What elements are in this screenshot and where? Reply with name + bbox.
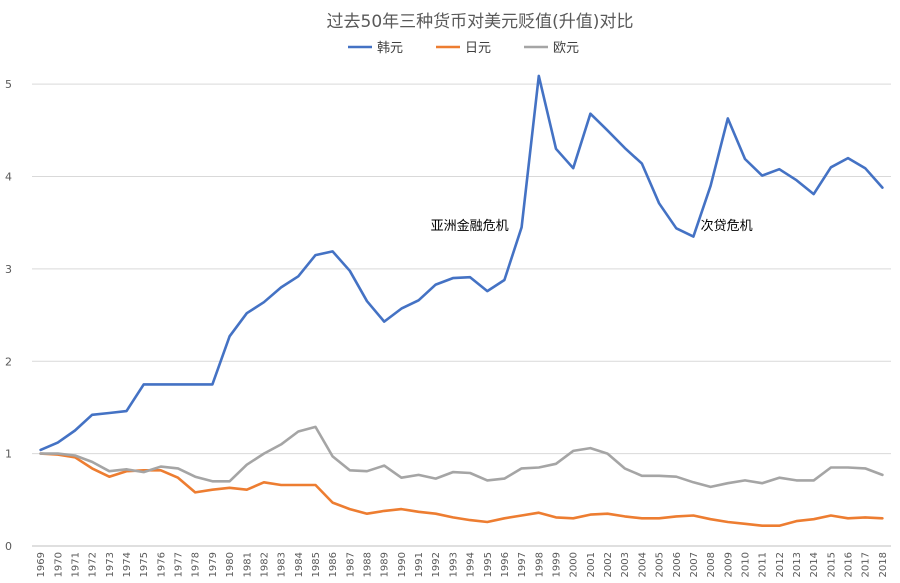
x-tick-label: 1977 [174,552,185,577]
x-tick-label: 2006 [672,552,683,577]
x-tick-label: 1984 [294,552,305,577]
x-tick-label: 1991 [414,552,425,577]
x-tick-label: 1970 [53,552,64,577]
y-axis-ticks: 0 1 2 3 4 5 [5,78,12,553]
y-tick-label: 5 [5,78,12,91]
x-tick-label: 2001 [586,552,597,577]
x-tick-label: 1987 [345,552,356,577]
x-tick-label: 1982 [259,552,270,577]
x-tick-label: 1999 [551,552,562,577]
series-line-韩元 [39,74,884,452]
x-tick-label: 1988 [363,552,374,577]
x-tick-label: 1971 [70,552,81,577]
x-tick-label: 1990 [397,552,408,577]
annotations: 亚洲金融危机 次贷危机 [431,218,753,234]
x-tick-label: 2014 [809,552,820,577]
x-tick-label: 1983 [277,552,288,577]
x-tick-label: 1978 [191,552,202,577]
y-tick-label: 0 [5,540,12,553]
x-axis-ticks: 1969 1970 1971 1972 1973 1974 1975 1976 1977 1978… [36,552,889,577]
legend: 韩元 日元 欧元 [348,41,579,56]
x-tick-label: 1986 [328,552,339,577]
x-tick-label: 1994 [466,552,477,577]
x-tick-label: 1993 [448,552,459,577]
legend-label: 韩元 [377,41,403,56]
x-tick-label: 1998 [534,552,545,577]
x-tick-label: 1972 [88,552,99,577]
x-tick-label: 2015 [826,552,837,577]
y-tick-label: 2 [5,355,12,368]
series-line-日元 [39,452,884,528]
x-tick-label: 2013 [792,552,803,577]
x-tick-label: 2002 [603,552,614,577]
legend-label: 欧元 [553,41,579,56]
x-tick-label: 2004 [637,552,648,577]
x-tick-label: 1996 [500,552,511,577]
x-tick-label: 2005 [655,552,666,577]
legend-label: 日元 [465,41,491,56]
x-tick-label: 1979 [208,552,219,577]
x-tick-label: 2008 [706,552,717,577]
x-tick-label: 1974 [122,552,133,577]
y-tick-label: 1 [5,448,12,461]
x-tick-label: 1985 [311,552,322,577]
x-tick-label: 2012 [775,552,786,577]
gridlines [32,83,891,455]
x-tick-label: 1980 [225,552,236,577]
x-tick-label: 1995 [483,552,494,577]
x-tick-label: 1992 [431,552,442,577]
x-tick-label: 2010 [740,552,751,577]
annotation-label: 亚洲金融危机 [431,218,509,234]
x-tick-label: 2000 [569,552,580,577]
x-tick-label: 1973 [105,552,116,577]
x-tick-label: 1975 [139,552,150,577]
x-tick-label: 1989 [380,552,391,577]
x-tick-label: 2003 [620,552,631,577]
annotation-label: 次贷危机 [701,218,753,234]
x-tick-label: 2007 [689,552,700,577]
y-tick-label: 3 [5,263,12,276]
series-line-欧元 [39,425,884,489]
series-lines [39,74,884,528]
x-tick-label: 2011 [758,552,769,577]
x-tick-label: 2017 [861,552,872,577]
x-tick-label: 1976 [156,552,167,577]
chart-title: 过去50年三种货币对美元贬值(升值)对比 [327,12,634,32]
x-tick-label: 1981 [242,552,253,577]
x-tick-label: 2016 [844,552,855,577]
x-tick-label: 2018 [878,552,889,577]
x-tick-label: 2009 [723,552,734,577]
y-tick-label: 4 [5,171,12,184]
x-tick-label: 1969 [36,552,47,577]
x-tick-label: 1997 [517,552,528,577]
